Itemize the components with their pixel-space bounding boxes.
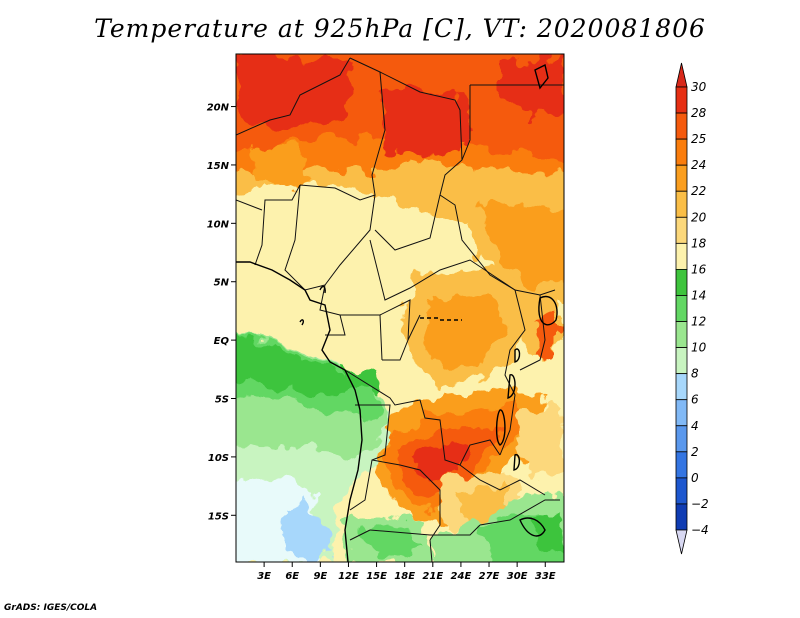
x-tick-label: 15E bbox=[366, 571, 387, 582]
colorbar-label: 16 bbox=[691, 262, 707, 276]
colorbar-segment bbox=[675, 164, 688, 192]
y-tick-label: 20N bbox=[207, 103, 230, 114]
colorbar-segment bbox=[675, 451, 688, 479]
colorbar-label: 6 bbox=[691, 393, 699, 407]
map-frame bbox=[235, 53, 565, 563]
colorbar-segment bbox=[675, 321, 688, 348]
colorbar-segment bbox=[675, 295, 688, 322]
colorbar-segment bbox=[675, 373, 688, 401]
x-tick-label: 21E bbox=[422, 571, 443, 582]
x-tick-label: 12E bbox=[338, 571, 359, 582]
colorbar-label: 10 bbox=[691, 341, 707, 355]
y-tick-label: 10S bbox=[208, 453, 229, 464]
x-tick-label: 9E bbox=[313, 571, 327, 582]
y-tick-label: 5N bbox=[214, 278, 230, 289]
coastline bbox=[236, 63, 558, 562]
colorbar-segment bbox=[675, 269, 688, 296]
colorbar-segment bbox=[675, 399, 688, 427]
x-tick-label: 30E bbox=[507, 571, 528, 582]
colorbar-label: 0 bbox=[691, 471, 699, 485]
colorbar-top-arrow bbox=[675, 62, 688, 88]
country-borders bbox=[236, 57, 564, 562]
x-tick-label: 18E bbox=[394, 571, 415, 582]
colorbar-label: 24 bbox=[691, 158, 706, 172]
colorbar-label: 20 bbox=[691, 210, 707, 224]
colorbar-segment bbox=[675, 138, 688, 166]
colorbar-segment bbox=[675, 242, 688, 270]
colorbar-bottom-arrow bbox=[675, 529, 688, 555]
colorbar-label: 12 bbox=[691, 315, 706, 329]
y-tick-label: 10N bbox=[207, 219, 230, 230]
y-axis: 20N 15N 10N 5N EQ 5S 10S 15S bbox=[207, 103, 236, 522]
colorbar-label: 30 bbox=[691, 80, 707, 94]
colorbar-segment bbox=[675, 503, 688, 531]
grads-credit: GrADS: IGES/COLA bbox=[4, 603, 98, 613]
temperature-field bbox=[236, 54, 564, 562]
x-tick-label: 3E bbox=[257, 571, 271, 582]
map-title: Temperature at 925hPa [C], VT: 202008180… bbox=[94, 14, 706, 43]
colorbar-segment bbox=[675, 216, 688, 244]
x-tick-label: 33E bbox=[535, 571, 556, 582]
y-tick-label: 15N bbox=[207, 161, 230, 172]
colorbar-label: 28 bbox=[691, 106, 707, 120]
y-tick-label: EQ bbox=[214, 336, 230, 347]
colorbar-label: 8 bbox=[691, 367, 699, 381]
colorbar-segment bbox=[675, 347, 688, 375]
colorbar-label: −4 bbox=[691, 523, 709, 537]
x-tick-label: 24E bbox=[451, 571, 472, 582]
colorbar-segment bbox=[675, 112, 688, 140]
colorbar-segment bbox=[675, 477, 688, 505]
colorbar-label: −2 bbox=[691, 497, 709, 511]
x-tick-label: 6E bbox=[285, 571, 299, 582]
colorbar-segment bbox=[675, 86, 688, 114]
colorbar-label: 18 bbox=[691, 236, 707, 250]
y-tick-label: 5S bbox=[215, 395, 229, 406]
x-axis: 3E 6E 9E 12E 15E 18E 21E 24E 27E 30E 33E bbox=[257, 562, 556, 582]
colorbar-label: 14 bbox=[691, 288, 706, 302]
colorbar-label: 4 bbox=[691, 419, 699, 433]
colorbar-label: 22 bbox=[691, 184, 706, 198]
colorbar-segment bbox=[675, 425, 688, 453]
x-tick-label: 27E bbox=[479, 571, 500, 582]
colorbar-label: 2 bbox=[691, 445, 699, 459]
colorbar-segment bbox=[675, 190, 688, 218]
y-tick-label: 15S bbox=[208, 511, 229, 522]
colorbar-label: 25 bbox=[691, 132, 706, 146]
